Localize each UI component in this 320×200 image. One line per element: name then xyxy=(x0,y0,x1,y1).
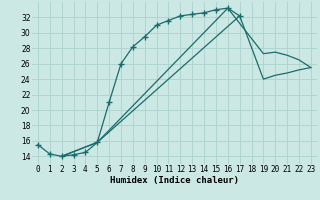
X-axis label: Humidex (Indice chaleur): Humidex (Indice chaleur) xyxy=(110,176,239,185)
